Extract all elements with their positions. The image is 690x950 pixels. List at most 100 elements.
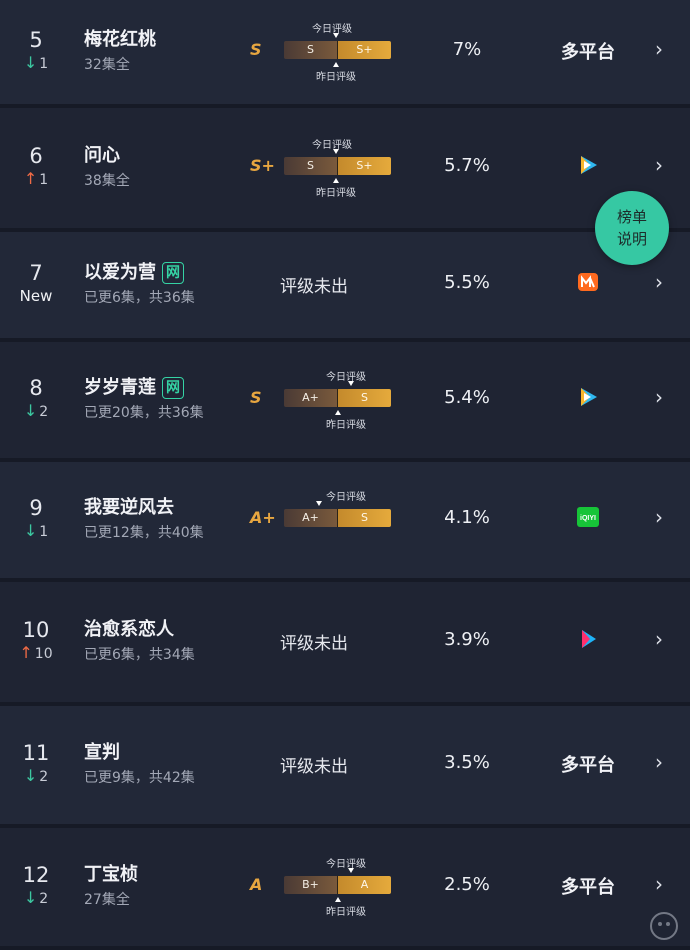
show-title: 以爱为营: [84, 262, 156, 283]
yesterday-grade-marker: [333, 178, 339, 183]
tencent-video-icon: [576, 153, 600, 181]
rank-block: 11 ↓ 2: [0, 741, 72, 786]
rank-number: 11: [22, 741, 50, 765]
show-info: 丁宝桢 27集全: [84, 863, 138, 909]
today-grade-marker: [333, 33, 339, 38]
chevron-right-icon[interactable]: ›: [655, 153, 663, 177]
ranking-row[interactable]: 5 ↓ 1 梅花红桃 32集全 S 今日评级 S S+ 昨日评级 7% 多平台 ›: [0, 0, 690, 108]
ranking-row[interactable]: 11 ↓ 2 宣判 已更9集，共42集 评级未出 3.5% 多平台 ›: [0, 706, 690, 828]
new-tag: New: [19, 287, 53, 305]
help-label-line2: 说明: [616, 230, 647, 248]
platform: 多平台: [548, 38, 628, 64]
arrow-down-icon: ↓: [23, 766, 38, 785]
chevron-right-icon[interactable]: ›: [655, 505, 663, 529]
episode-info: 已更9集，共42集: [84, 770, 195, 786]
ranking-row[interactable]: 7 New 以爱为营 网 已更6集，共36集 评级未出 5.5% ›: [0, 232, 690, 342]
rank-change-value: 2: [39, 769, 49, 785]
rank-number: 10: [22, 618, 50, 642]
chevron-right-icon[interactable]: ›: [655, 270, 663, 294]
rank-block: 9 ↓ 1: [0, 496, 72, 541]
show-info: 问心 38集全: [84, 144, 130, 190]
grade-unrated: 评级未出: [280, 757, 348, 777]
chevron-right-icon[interactable]: ›: [655, 385, 663, 409]
show-info: 治愈系恋人 已更6集，共34集: [84, 618, 195, 664]
mango-tv-icon: [576, 270, 600, 298]
today-grade-label: 今日评级: [312, 24, 352, 35]
rank-change-value: 2: [39, 404, 49, 420]
rank-block: 5 ↓ 1: [0, 28, 72, 73]
grade-bar-right: S+: [337, 157, 391, 175]
show-title-row: 梅花红桃: [84, 28, 156, 52]
share-percent: 3.5%: [444, 752, 490, 773]
grade-bar-right: A: [337, 876, 391, 894]
grade-bar-left: A+: [284, 509, 337, 527]
overall-grade: A: [250, 875, 263, 894]
overall-grade: S: [250, 388, 262, 407]
rank-number: 7: [29, 261, 43, 285]
show-title-row: 问心: [84, 144, 130, 168]
yesterday-grade-label: 昨日评级: [316, 188, 356, 199]
chevron-right-icon[interactable]: ›: [655, 37, 663, 61]
today-grade-marker: [348, 868, 354, 873]
today-grade-marker: [348, 381, 354, 386]
rank-block: 6 ↑ 1: [0, 144, 72, 189]
grade-bar-left: A+: [284, 389, 337, 407]
rank-block: 12 ↓ 2: [0, 863, 72, 908]
grade-bar: S S+: [284, 157, 391, 175]
show-title-row: 丁宝桢: [84, 863, 138, 887]
grade-bar-left: S: [284, 157, 337, 175]
platform: 多平台: [548, 873, 628, 899]
platform: [548, 270, 628, 298]
episode-info: 32集全: [84, 57, 130, 73]
ranking-row[interactable]: 8 ↓ 2 岁岁青莲 网 已更20集，共36集 S 今日评级 A+ S 昨日评级 …: [0, 342, 690, 462]
yesterday-grade-marker: [335, 897, 341, 902]
share-percent: 5.4%: [444, 387, 490, 408]
chevron-right-icon[interactable]: ›: [655, 627, 663, 651]
rank-change-value: 1: [39, 56, 49, 72]
grade-block: A 今日评级 B+ A 昨日评级: [246, 853, 396, 918]
show-title-row: 我要逆风去: [84, 496, 204, 520]
yesterday-grade-marker: [333, 62, 339, 67]
ranking-row[interactable]: 12 ↓ 2 丁宝桢 27集全 A 今日评级 B+ A 昨日评级 2.5% 多平台 ›: [0, 828, 690, 950]
web-series-badge: 网: [162, 262, 184, 284]
rank-change: ↑ 10: [0, 644, 72, 663]
rank-change-value: 10: [34, 646, 53, 662]
ranking-row[interactable]: 10 ↑ 10 治愈系恋人 已更6集，共34集 评级未出 3.9% ›: [0, 582, 690, 706]
rank-number: 8: [29, 376, 43, 400]
episode-info: 38集全: [84, 173, 130, 189]
show-title: 梅花红桃: [84, 29, 156, 50]
arrow-down-icon: ↓: [23, 401, 38, 420]
rank-number: 12: [22, 863, 50, 887]
chevron-right-icon[interactable]: ›: [655, 750, 663, 774]
platform: [548, 627, 628, 655]
show-info: 以爱为营 网 已更6集，共36集: [84, 261, 195, 307]
episode-info: 已更6集，共36集: [84, 290, 195, 306]
episode-info: 已更6集，共34集: [84, 647, 195, 663]
rank-change: ↑ 1: [0, 170, 72, 189]
platform: iQIYI: [548, 505, 628, 533]
grade-unrated: 评级未出: [280, 634, 348, 654]
rank-number: 6: [29, 144, 43, 168]
today-grade-label: 今日评级: [326, 492, 366, 503]
share-percent: 2.5%: [444, 874, 490, 895]
grade-bar-left: S: [284, 41, 337, 59]
episode-info: 27集全: [84, 892, 130, 908]
platform: [548, 385, 628, 413]
show-title-row: 以爱为营 网: [84, 261, 195, 285]
grade-bar-right: S+: [337, 41, 391, 59]
today-grade-label: 今日评级: [326, 859, 366, 870]
today-grade-label: 今日评级: [312, 140, 352, 151]
ranking-row[interactable]: 9 ↓ 1 我要逆风去 已更12集，共40集 A+ 今日评级 A+ S 4.1% i…: [0, 462, 690, 582]
rank-change: ↓ 2: [0, 767, 72, 786]
ranking-row[interactable]: 6 ↑ 1 问心 38集全 S+ 今日评级 S S+ 昨日评级 5.7% ›: [0, 108, 690, 232]
rank-change: ↓ 2: [0, 402, 72, 421]
show-title: 岁岁青莲: [84, 377, 156, 398]
show-info: 宣判 已更9集，共42集: [84, 741, 195, 787]
rank-change-value: 1: [39, 524, 49, 540]
chevron-right-icon[interactable]: ›: [655, 872, 663, 896]
chart-explanation-button[interactable]: 榜单 说明: [595, 191, 669, 265]
show-title: 丁宝桢: [84, 864, 138, 885]
rank-change: ↓ 2: [0, 889, 72, 908]
multi-platform-label: 多平台: [561, 42, 615, 63]
arrow-down-icon: ↓: [23, 53, 38, 72]
